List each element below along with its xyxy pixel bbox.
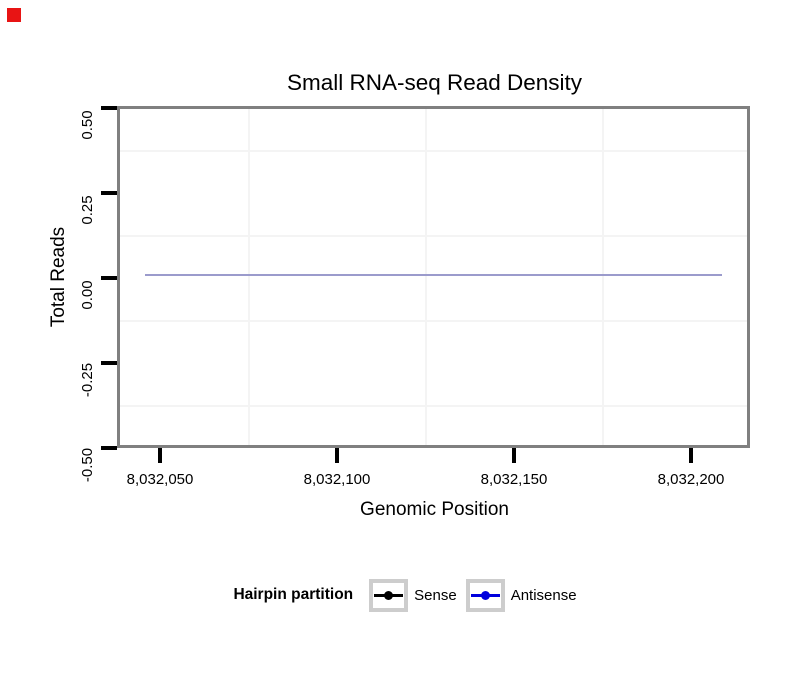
y-tick-label: 0.50 — [79, 110, 96, 140]
x-tick — [512, 448, 516, 463]
legend-label-antisense: Antisense — [510, 586, 577, 604]
legend-key-antisense — [465, 578, 505, 612]
y-axis-title: Total Reads — [48, 226, 69, 328]
y-tick — [101, 361, 117, 365]
gridline-vertical — [248, 109, 250, 445]
gridline-horizontal — [120, 405, 747, 407]
legend-label-sense: Sense — [414, 586, 457, 604]
gridline-vertical — [602, 109, 604, 445]
chart-title: Small RNA-seq Read Density — [286, 70, 583, 95]
x-tick — [158, 448, 162, 463]
y-tick-label: 0.25 — [79, 195, 96, 225]
y-tick-label: -0.25 — [79, 362, 96, 398]
legend-key-sense — [369, 578, 409, 612]
x-axis-title: Genomic Position — [360, 499, 509, 520]
gridline-horizontal — [120, 235, 747, 237]
y-tick — [101, 106, 117, 110]
sense-point-icon — [384, 590, 394, 600]
x-tick-label: 8,032,100 — [303, 471, 371, 488]
y-tick — [101, 276, 117, 280]
y-tick-label: -0.50 — [79, 447, 96, 483]
legend: Hairpin partition Sense Antisense — [0, 578, 810, 612]
x-tick — [335, 448, 339, 463]
plot-panel — [117, 106, 750, 448]
red-marker-square — [7, 8, 21, 22]
y-tick — [101, 446, 117, 450]
gridline-horizontal — [120, 320, 747, 322]
y-tick-label: 0.00 — [79, 280, 96, 310]
legend-title: Hairpin partition — [233, 586, 354, 603]
read-density-line — [145, 274, 722, 276]
x-tick-label: 8,032,150 — [480, 471, 548, 488]
y-tick — [101, 191, 117, 195]
antisense-point-icon — [480, 590, 490, 600]
x-tick — [689, 448, 693, 463]
gridline-vertical — [425, 109, 427, 445]
x-tick-label: 8,032,200 — [657, 471, 725, 488]
gridline-horizontal — [120, 150, 747, 152]
x-tick-label: 8,032,050 — [126, 471, 194, 488]
